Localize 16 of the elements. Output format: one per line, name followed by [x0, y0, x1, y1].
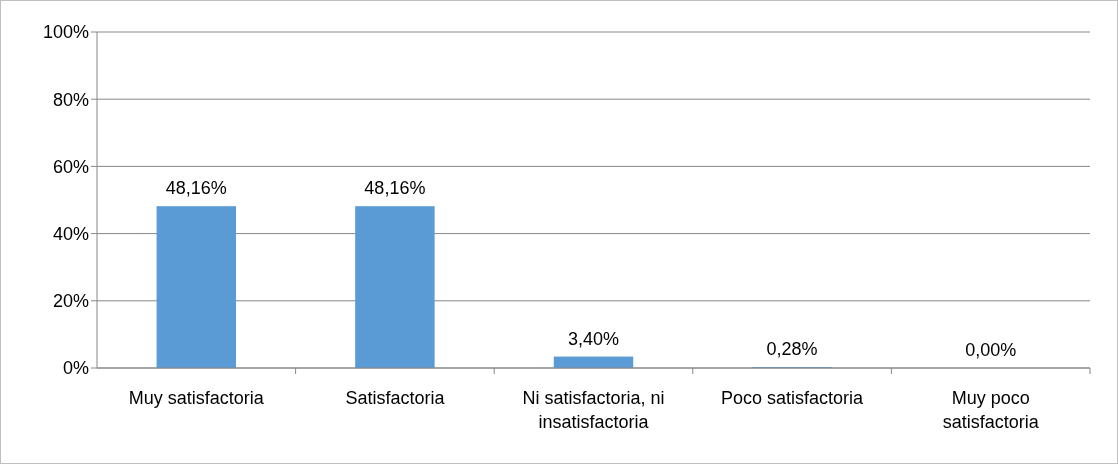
y-tick-label: 100%: [42, 22, 89, 43]
x-tick-label: Muy poco satisfactoria: [942, 388, 1040, 432]
data-label: 0,00%: [965, 340, 1017, 360]
y-tick-label: 80%: [52, 89, 89, 110]
x-tick-label: Muy satisfactoria: [128, 388, 265, 408]
y-tick-label: 60%: [52, 156, 89, 177]
data-label: 0,28%: [766, 339, 818, 360]
y-tick-label: 0%: [62, 358, 89, 379]
data-label: 3,40%: [567, 328, 620, 349]
y-tick-label: 20%: [52, 291, 89, 312]
data-label: 48,16%: [364, 178, 426, 199]
y-tick-label: 40%: [52, 223, 89, 244]
x-tick-label: Ni satisfactoria, ni insatisfactoria: [522, 388, 665, 432]
x-tick-label: Satisfactoria: [345, 388, 446, 408]
data-label: 48,16%: [165, 178, 227, 199]
x-tick-label: Poco satisfactoria: [721, 388, 865, 408]
